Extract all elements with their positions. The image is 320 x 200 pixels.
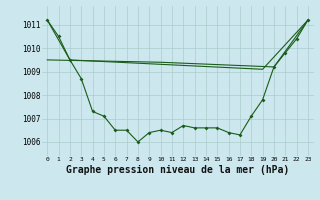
X-axis label: Graphe pression niveau de la mer (hPa): Graphe pression niveau de la mer (hPa) [66, 165, 289, 175]
